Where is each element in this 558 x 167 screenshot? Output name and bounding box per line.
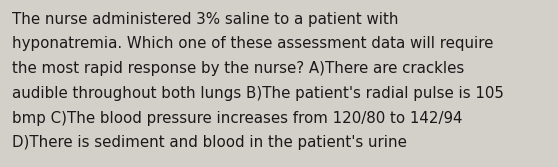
Text: the most rapid response by the nurse? A)There are crackles: the most rapid response by the nurse? A)… (12, 61, 464, 76)
Text: bmp C)The blood pressure increases from 120/80 to 142/94: bmp C)The blood pressure increases from … (12, 111, 463, 126)
Text: audible throughout both lungs B)The patient's radial pulse is 105: audible throughout both lungs B)The pati… (12, 86, 504, 101)
Text: The nurse administered 3% saline to a patient with: The nurse administered 3% saline to a pa… (12, 12, 399, 27)
Text: D)There is sediment and blood in the patient's urine: D)There is sediment and blood in the pat… (12, 135, 407, 150)
Text: hyponatremia. Which one of these assessment data will require: hyponatremia. Which one of these assessm… (12, 36, 494, 51)
